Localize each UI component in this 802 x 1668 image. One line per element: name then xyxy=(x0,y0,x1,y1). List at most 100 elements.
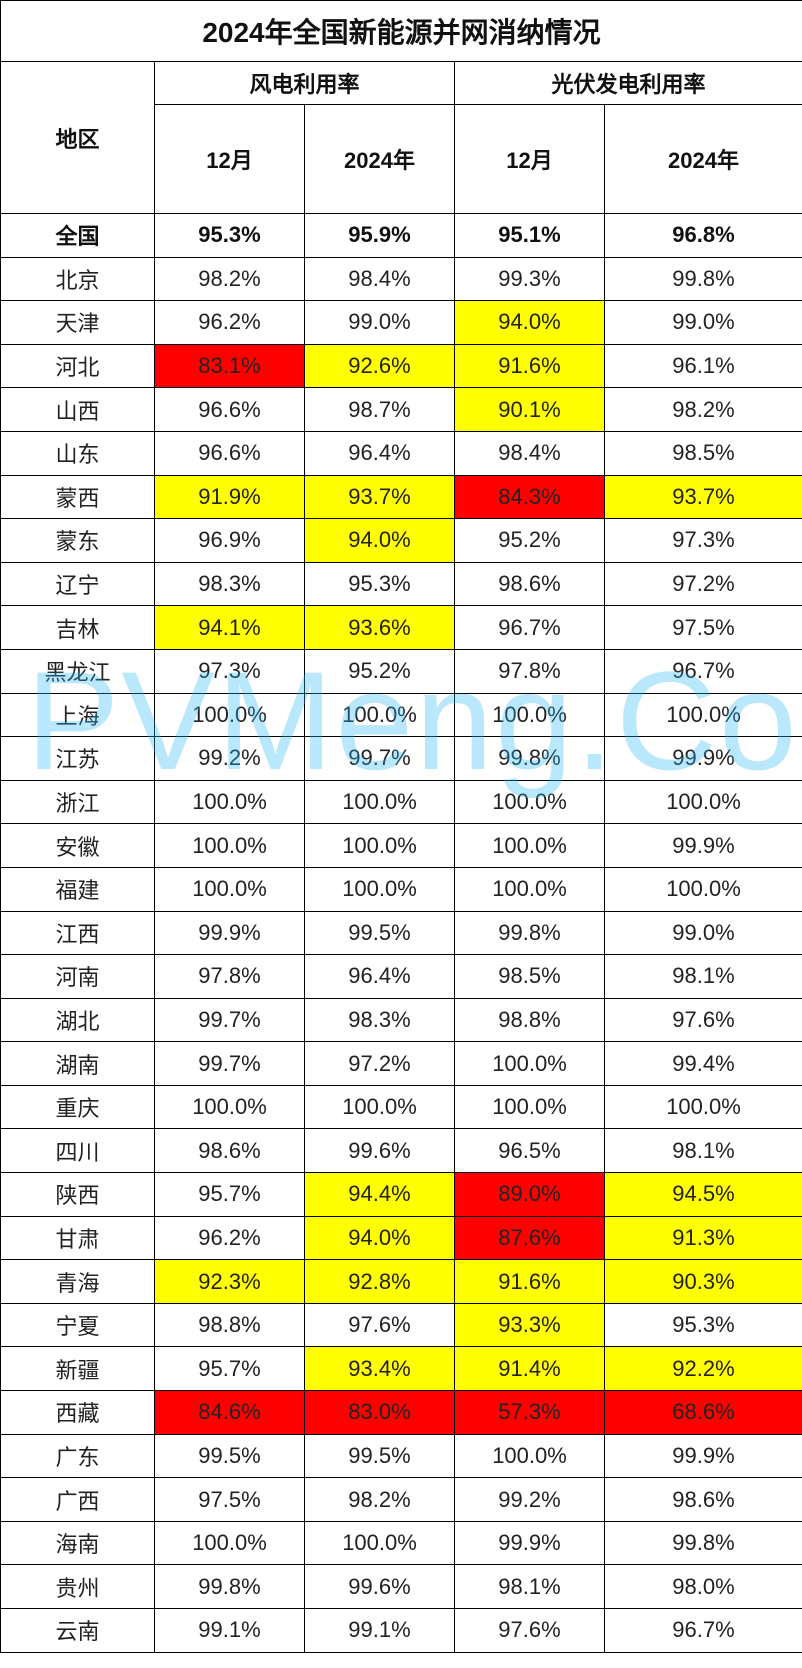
table-row: 浙江 100.0% 100.0% 100.0% 100.0% xyxy=(0,779,802,825)
region-cell: 蒙西 xyxy=(0,474,155,520)
wind-december-cell: 99.9% xyxy=(154,910,305,956)
wind-december-cell: 97.3% xyxy=(154,648,305,694)
wind-december-cell: 98.2% xyxy=(154,256,305,302)
solar-december-cell: 98.6% xyxy=(454,561,605,607)
wind-december-cell: 92.3% xyxy=(154,1259,305,1304)
region-cell: 海南 xyxy=(0,1520,155,1566)
solar-2024-cell: 99.9% xyxy=(604,823,802,868)
region-cell: 贵州 xyxy=(0,1564,155,1609)
region-cell: 河南 xyxy=(0,954,155,999)
wind-2024-cell: 98.3% xyxy=(304,997,455,1043)
region-cell: 河北 xyxy=(0,343,155,389)
wind-2024-cell: 96.4% xyxy=(304,954,455,999)
solar-december-cell: 98.1% xyxy=(454,1564,605,1609)
wind-december-cell: 100.0% xyxy=(154,823,305,868)
solar-december-cell: 93.3% xyxy=(454,1302,605,1348)
wind-december-cell: 95.7% xyxy=(154,1346,305,1392)
solar-2024-cell: 97.3% xyxy=(604,518,802,563)
solar-december-cell: 98.5% xyxy=(454,954,605,999)
wind-2024-cell: 98.2% xyxy=(304,1477,455,1522)
wind-december-cell: 100.0% xyxy=(154,779,305,825)
region-cell: 蒙东 xyxy=(0,518,155,563)
wind-2024-cell: 92.8% xyxy=(304,1259,455,1304)
header-solar-2024: 2024年 xyxy=(604,104,802,214)
table-row: 广东 99.5% 99.5% 100.0% 99.9% xyxy=(0,1433,802,1479)
table-body: 全国 95.3% 95.9% 95.1% 96.8% 北京 98.2% 98.4% 99.3% 9… xyxy=(0,213,802,1653)
solar-2024-cell: 97.2% xyxy=(604,561,802,607)
solar-2024-cell: 93.7% xyxy=(604,474,802,520)
wind-2024-cell: 99.5% xyxy=(304,1433,455,1479)
wind-december-cell: 97.5% xyxy=(154,1477,305,1522)
table-title: 2024年全国新能源并网消纳情况 xyxy=(0,0,802,62)
wind-2024-cell: 93.6% xyxy=(304,605,455,650)
solar-2024-cell: 99.8% xyxy=(604,256,802,302)
table-row: 上海 100.0% 100.0% 100.0% 100.0% xyxy=(0,692,802,738)
wind-december-cell: 99.2% xyxy=(154,736,305,781)
region-cell: 青海 xyxy=(0,1259,155,1304)
wind-december-cell: 100.0% xyxy=(154,692,305,738)
table-row: 北京 98.2% 98.4% 99.3% 99.8% xyxy=(0,256,802,302)
region-cell: 甘肃 xyxy=(0,1215,155,1261)
solar-december-cell: 98.4% xyxy=(454,430,605,476)
wind-2024-cell: 99.6% xyxy=(304,1128,455,1174)
wind-2024-cell: 93.7% xyxy=(304,474,455,520)
table-row: 湖南 99.7% 97.2% 100.0% 99.4% xyxy=(0,1041,802,1086)
table-row: 云南 99.1% 99.1% 97.6% 96.7% xyxy=(0,1608,802,1653)
solar-2024-cell: 99.0% xyxy=(604,300,802,345)
solar-2024-cell: 96.7% xyxy=(604,648,802,694)
solar-december-cell: 100.0% xyxy=(454,779,605,825)
solar-2024-cell: 96.1% xyxy=(604,343,802,389)
region-cell: 上海 xyxy=(0,692,155,738)
region-cell: 山东 xyxy=(0,430,155,476)
solar-2024-cell: 99.9% xyxy=(604,1433,802,1479)
table-row: 黑龙江 97.3% 95.2% 97.8% 96.7% xyxy=(0,648,802,694)
wind-december-cell: 97.8% xyxy=(154,954,305,999)
table-row: 西藏 84.6% 83.0% 57.3% 68.6% xyxy=(0,1390,802,1435)
solar-december-cell: 87.6% xyxy=(454,1215,605,1261)
wind-december-cell: 83.1% xyxy=(154,343,305,389)
region-cell: 新疆 xyxy=(0,1346,155,1392)
solar-2024-cell: 99.4% xyxy=(604,1041,802,1086)
table-row: 甘肃 96.2% 94.0% 87.6% 91.3% xyxy=(0,1215,802,1261)
region-cell: 全国 xyxy=(0,213,155,258)
solar-2024-cell: 98.1% xyxy=(604,954,802,999)
wind-december-cell: 98.3% xyxy=(154,561,305,607)
wind-2024-cell: 100.0% xyxy=(304,692,455,738)
solar-december-cell: 96.5% xyxy=(454,1128,605,1174)
header-solar-december: 12月 xyxy=(454,104,605,214)
solar-2024-cell: 100.0% xyxy=(604,779,802,825)
solar-2024-cell: 98.1% xyxy=(604,1128,802,1174)
solar-2024-cell: 100.0% xyxy=(604,866,802,912)
wind-december-cell: 96.6% xyxy=(154,430,305,476)
solar-december-cell: 100.0% xyxy=(454,823,605,868)
solar-2024-cell: 96.8% xyxy=(604,213,802,258)
region-cell: 安徽 xyxy=(0,823,155,868)
region-cell: 天津 xyxy=(0,300,155,345)
solar-2024-cell: 98.6% xyxy=(604,1477,802,1522)
table-row: 蒙东 96.9% 94.0% 95.2% 97.3% xyxy=(0,518,802,563)
wind-december-cell: 95.7% xyxy=(154,1172,305,1217)
solar-december-cell: 97.8% xyxy=(454,648,605,694)
table-row: 陕西 95.7% 94.4% 89.0% 94.5% xyxy=(0,1172,802,1217)
region-cell: 云南 xyxy=(0,1608,155,1653)
header-region: 地区 xyxy=(0,61,155,214)
region-cell: 广西 xyxy=(0,1477,155,1522)
wind-december-cell: 96.6% xyxy=(154,387,305,432)
solar-2024-cell: 99.0% xyxy=(604,910,802,956)
table-row: 福建 100.0% 100.0% 100.0% 100.0% xyxy=(0,866,802,912)
header-wind-2024: 2024年 xyxy=(304,104,455,214)
solar-december-cell: 84.3% xyxy=(454,474,605,520)
table-row: 河北 83.1% 92.6% 91.6% 96.1% xyxy=(0,343,802,389)
solar-december-cell: 100.0% xyxy=(454,1041,605,1086)
region-cell: 湖北 xyxy=(0,997,155,1043)
table-row: 宁夏 98.8% 97.6% 93.3% 95.3% xyxy=(0,1302,802,1348)
wind-december-cell: 98.6% xyxy=(154,1128,305,1174)
solar-2024-cell: 99.8% xyxy=(604,1520,802,1566)
wind-december-cell: 99.8% xyxy=(154,1564,305,1609)
wind-december-cell: 96.2% xyxy=(154,300,305,345)
header-wind-utilization: 风电利用率 xyxy=(154,61,455,105)
table-row: 山东 96.6% 96.4% 98.4% 98.5% xyxy=(0,430,802,476)
table-row: 河南 97.8% 96.4% 98.5% 98.1% xyxy=(0,954,802,999)
table-row: 新疆 95.7% 93.4% 91.4% 92.2% xyxy=(0,1346,802,1392)
table-row: 海南 100.0% 100.0% 99.9% 99.8% xyxy=(0,1520,802,1566)
